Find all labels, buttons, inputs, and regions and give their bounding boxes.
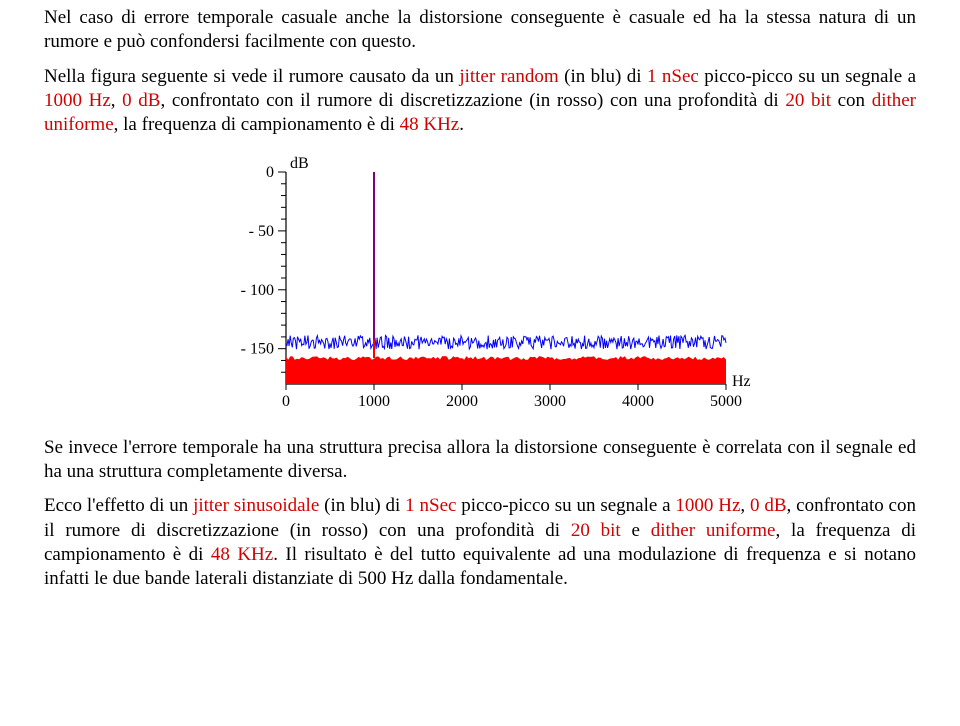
text-span: Ecco l'effetto di un bbox=[44, 495, 193, 516]
text-span: , confrontato con il rumore di discretiz… bbox=[160, 90, 785, 111]
paragraph-3: Se invece l'errore temporale ha una stru… bbox=[44, 436, 916, 485]
text-span: 1 nSec bbox=[405, 495, 456, 516]
text-span: picco-picco su un segnale a bbox=[456, 495, 675, 516]
text-span: 20 bit bbox=[785, 90, 831, 111]
text-span: Se invece l'errore temporale ha una stru… bbox=[44, 437, 916, 482]
text-span: 20 bit bbox=[571, 520, 621, 541]
text-span: dither uniforme bbox=[651, 520, 776, 541]
text-span: . bbox=[459, 114, 464, 135]
paragraph-1: Nel caso di errore temporale casuale anc… bbox=[44, 6, 916, 55]
text-span: , bbox=[740, 495, 750, 516]
svg-text:0: 0 bbox=[282, 393, 290, 410]
svg-text:Hz: Hz bbox=[732, 373, 751, 390]
spectrum-chart-svg: 0 - 50 - 100 - 150 dB 0 1000 2000 3000 4000 5000 Hz bbox=[206, 154, 754, 414]
text-span: , bbox=[111, 90, 122, 111]
svg-text:dB: dB bbox=[290, 155, 309, 172]
text-span: 0 dB bbox=[122, 90, 160, 111]
text-span: 0 dB bbox=[750, 495, 787, 516]
svg-text:1000: 1000 bbox=[358, 393, 390, 410]
text-span: , la frequenza di campionamento è di bbox=[114, 114, 400, 135]
paragraph-4: Ecco l'effetto di un jitter sinusoidale … bbox=[44, 494, 916, 591]
svg-text:3000: 3000 bbox=[534, 393, 566, 410]
spectrum-chart: 0 - 50 - 100 - 150 dB 0 1000 2000 3000 4000 5000 Hz bbox=[206, 154, 754, 414]
text-span: Nel caso di errore temporale casuale anc… bbox=[44, 7, 916, 52]
svg-text:0: 0 bbox=[266, 164, 274, 181]
red-noise-fill bbox=[286, 356, 726, 384]
svg-text:2000: 2000 bbox=[446, 393, 478, 410]
paragraph-2: Nella figura seguente si vede il rumore … bbox=[44, 65, 916, 138]
blue-noise-line bbox=[286, 335, 726, 349]
text-span: jitter random bbox=[459, 66, 558, 87]
svg-text:5000: 5000 bbox=[710, 393, 742, 410]
svg-text:- 150: - 150 bbox=[241, 340, 274, 357]
svg-text:- 50: - 50 bbox=[249, 222, 274, 239]
svg-text:- 100: - 100 bbox=[241, 281, 274, 298]
svg-text:4000: 4000 bbox=[622, 393, 654, 410]
text-span: 48 KHz bbox=[400, 114, 460, 135]
text-span: 1000 Hz bbox=[44, 90, 111, 111]
text-span: (in blu) di bbox=[319, 495, 405, 516]
text-span: (in blu) di bbox=[559, 66, 647, 87]
text-span: picco-picco su un segnale a bbox=[699, 66, 916, 87]
text-span: 1000 Hz bbox=[675, 495, 740, 516]
text-span: Nella figura seguente si vede il rumore … bbox=[44, 66, 459, 87]
text-span: 48 KHz bbox=[211, 544, 273, 565]
text-span: e bbox=[621, 520, 651, 541]
text-span: jitter sinusoidale bbox=[193, 495, 319, 516]
text-span: 1 nSec bbox=[647, 66, 699, 87]
text-span: con bbox=[831, 90, 872, 111]
